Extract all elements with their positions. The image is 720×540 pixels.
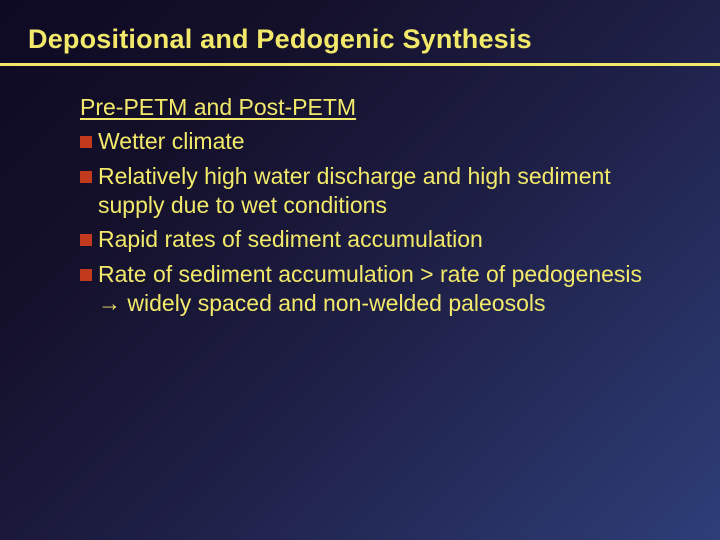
bullet-icon xyxy=(80,136,92,148)
slide: Depositional and Pedogenic Synthesis Pre… xyxy=(0,0,720,540)
bullet-icon xyxy=(80,269,92,281)
slide-title: Depositional and Pedogenic Synthesis xyxy=(28,24,692,55)
item-text: Wetter climate xyxy=(98,127,652,156)
slide-body: Pre-PETM and Post-PETM Wetter climate Re… xyxy=(80,94,652,318)
list-item: Rapid rates of sediment accumulation xyxy=(80,225,652,254)
bullet-icon xyxy=(80,171,92,183)
item-text: Rapid rates of sediment accumulation xyxy=(98,225,652,254)
item-text: Rate of sediment accumulation > rate of … xyxy=(98,260,652,318)
item-text: Relatively high water discharge and high… xyxy=(98,162,652,220)
list-item: Wetter climate xyxy=(80,127,652,156)
title-rule xyxy=(0,63,720,66)
bullet-icon xyxy=(80,234,92,246)
list-item: Rate of sediment accumulation > rate of … xyxy=(80,260,652,318)
list-item: Relatively high water discharge and high… xyxy=(80,162,652,220)
subheading: Pre-PETM and Post-PETM xyxy=(80,94,652,121)
